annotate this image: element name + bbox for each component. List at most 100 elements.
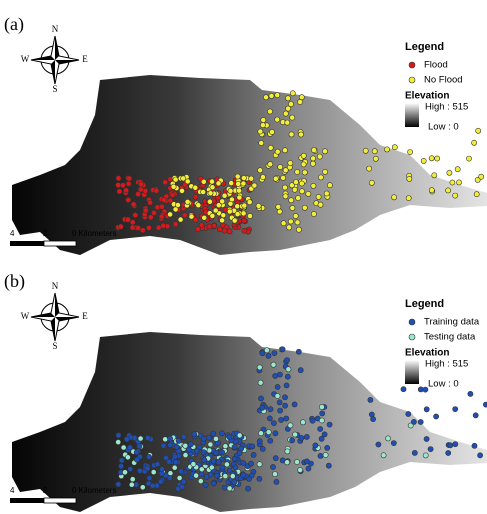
sample-point	[125, 455, 130, 460]
sample-point	[275, 149, 280, 154]
compass-e: E	[82, 311, 88, 321]
sample-point	[384, 147, 389, 152]
legend-swatch	[409, 62, 415, 68]
sample-point	[223, 474, 228, 479]
sample-point	[319, 404, 324, 409]
sample-point	[325, 445, 330, 450]
sample-point	[180, 484, 185, 489]
sample-point	[237, 188, 242, 193]
sample-point	[125, 217, 130, 222]
sample-point	[258, 431, 263, 436]
sample-point	[260, 446, 265, 451]
sample-point	[156, 225, 161, 230]
sample-point	[168, 443, 173, 448]
sample-point	[299, 181, 304, 186]
sample-point	[211, 431, 216, 436]
sample-point	[194, 448, 199, 453]
sample-point	[288, 160, 293, 165]
sample-point	[406, 411, 411, 416]
sample-point	[367, 166, 372, 171]
sample-point	[293, 213, 298, 218]
sample-point	[297, 99, 302, 104]
sample-point	[217, 227, 222, 232]
sample-point	[313, 443, 318, 448]
scale-bar-white	[44, 498, 76, 503]
sample-point	[295, 220, 300, 225]
sample-point	[130, 225, 135, 230]
sample-point	[223, 444, 228, 449]
sample-point	[268, 162, 273, 167]
sample-point	[176, 438, 181, 443]
sample-point	[124, 437, 129, 442]
sample-point	[237, 450, 242, 455]
sample-point	[326, 463, 331, 468]
sample-point	[242, 228, 247, 233]
sample-point	[161, 443, 166, 448]
sample-point	[242, 218, 247, 223]
compass-w: W	[21, 311, 30, 321]
elevation-low: Low : 0	[428, 379, 459, 390]
sample-point	[476, 128, 481, 133]
compass-s: S	[52, 84, 57, 94]
sample-point	[302, 205, 307, 210]
sample-point	[285, 358, 290, 363]
sample-point	[126, 197, 131, 202]
sample-point	[117, 189, 122, 194]
sample-point	[311, 156, 316, 161]
sample-point	[369, 412, 374, 417]
sample-point	[298, 368, 303, 373]
sample-point	[147, 476, 152, 481]
sample-point	[278, 408, 283, 413]
sample-point	[119, 464, 124, 469]
sample-point	[264, 348, 269, 353]
sample-point	[207, 199, 212, 204]
sample-point	[136, 192, 141, 197]
sample-point	[299, 189, 304, 194]
legend-label: Testing data	[424, 332, 476, 343]
sample-point	[260, 405, 265, 410]
sample-point	[322, 149, 327, 154]
sample-point	[282, 185, 287, 190]
sample-point	[448, 443, 453, 448]
sample-point	[132, 435, 137, 440]
sample-point	[270, 464, 275, 469]
sample-point	[435, 156, 440, 161]
scale-label: 4	[10, 486, 15, 495]
sample-point	[258, 396, 263, 401]
sample-point	[472, 443, 477, 448]
map-panel: (b)NSWELegendTraining dataTesting dataEl…	[0, 257, 487, 514]
sample-point	[116, 176, 121, 181]
sample-point	[134, 457, 139, 462]
sample-point	[446, 450, 451, 455]
sample-point	[304, 434, 309, 439]
sample-point	[258, 168, 263, 173]
sample-point	[128, 466, 133, 471]
sample-point	[138, 187, 143, 192]
sample-point	[408, 150, 413, 155]
sample-point	[266, 430, 271, 435]
scale-label: 4	[10, 229, 15, 238]
sample-point	[198, 479, 203, 484]
sample-point	[201, 189, 206, 194]
sample-point	[185, 199, 190, 204]
sample-point	[199, 472, 204, 477]
sample-point	[146, 454, 151, 459]
scale-label: 2	[43, 486, 48, 495]
sample-point	[290, 91, 295, 96]
sample-point	[232, 445, 237, 450]
sample-point	[424, 407, 429, 412]
sample-point	[158, 479, 163, 484]
sample-point	[269, 93, 274, 98]
sample-point	[285, 374, 290, 379]
sample-point	[373, 156, 378, 161]
sample-point	[327, 422, 332, 427]
sample-point	[446, 188, 451, 193]
sample-point	[143, 208, 148, 213]
sample-point	[299, 435, 304, 440]
sample-point	[116, 433, 121, 438]
sample-point	[201, 450, 206, 455]
sample-point	[201, 436, 206, 441]
sample-point	[232, 218, 237, 223]
sample-point	[411, 419, 416, 424]
sample-point	[290, 205, 295, 210]
